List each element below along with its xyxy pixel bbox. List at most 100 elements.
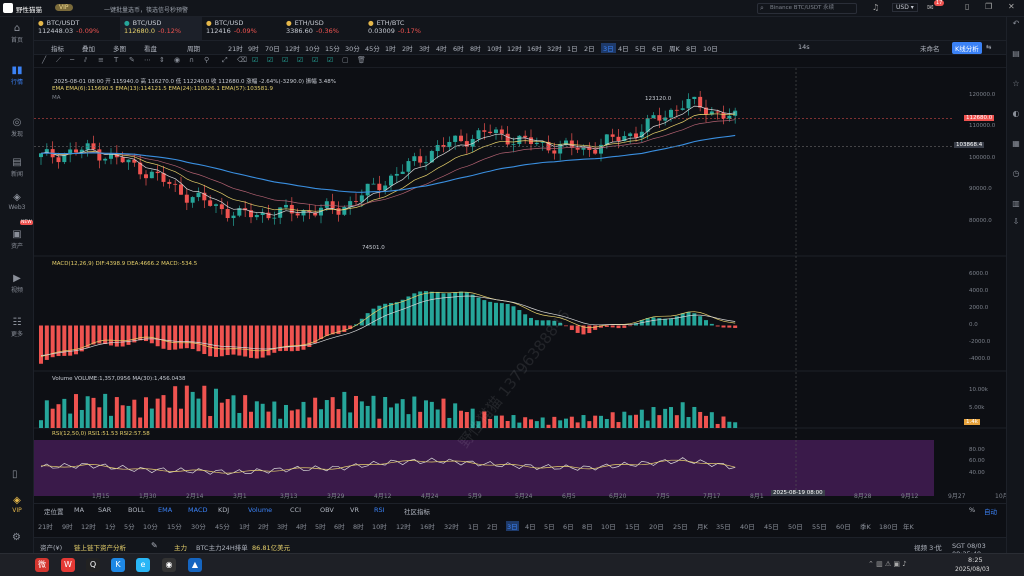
mail-icon[interactable]: ✉ [927,3,934,12]
calendar-icon[interactable]: ▦ [1012,139,1020,148]
camera-icon[interactable]: ◉ [162,558,176,572]
timeframe-15[interactable]: 3时 [419,45,430,53]
auto-toggle[interactable]: 自动 [984,508,997,516]
timeframe-6[interactable]: 9时 [248,45,259,53]
timeframe-29[interactable]: 周K [669,45,680,53]
bottom-timeframe-31[interactable]: 月K [697,523,708,531]
toolbar-item-3[interactable]: 看盘 [144,45,157,53]
bottom-timeframe-7[interactable]: 30分 [191,523,206,531]
bottom-timeframe-24[interactable]: 5日 [544,523,555,531]
bottom-timeframe-17[interactable]: 12时 [396,523,411,531]
indicator-0[interactable]: 定位置 [44,508,64,516]
bottom-timeframe-3[interactable]: 1分 [105,523,116,531]
favorite-tool-icon[interactable]: ☑ [312,56,319,64]
currency-select[interactable]: USD ▾ [892,3,918,12]
assets-analysis-link[interactable]: 链上链下资产分析 [74,544,126,552]
timeframe-20[interactable]: 12时 [507,45,522,53]
tab-4[interactable]: ● ETH/BTC 0.03009 -0.17% [364,17,446,41]
timeframe-5[interactable]: 21时 [228,45,243,53]
indicator-3[interactable]: BOLL [128,506,145,514]
bell-icon[interactable]: ♫ [872,3,880,12]
app-k-icon[interactable]: K [111,558,125,572]
sidebar-item-home[interactable]: ⌂ 首页 [0,23,34,44]
window-restore-icon[interactable]: ❐ [985,2,993,11]
bottom-timeframe-33[interactable]: 40日 [740,523,755,531]
bottom-timeframe-28[interactable]: 15日 [625,523,640,531]
sidebar-vip[interactable]: ◈ VIP [0,495,34,514]
bottom-timeframe-15[interactable]: 8时 [353,523,364,531]
phone-icon[interactable]: ▯ [12,469,18,480]
toolbar-item-1[interactable]: 叠加 [82,45,95,53]
magnet-tool-icon[interactable]: ∩ [189,56,195,64]
timeframe-28[interactable]: 6日 [652,45,663,53]
indicator-4[interactable]: EMA [158,506,173,514]
kline-analysis-button[interactable]: K线分析 [952,42,982,54]
bottom-timeframe-34[interactable]: 45日 [764,523,779,531]
bottom-timeframe-32[interactable]: 35日 [716,523,731,531]
bottom-timeframe-26[interactable]: 8日 [582,523,593,531]
timeframe-24[interactable]: 2日 [584,45,595,53]
bottom-timeframe-9[interactable]: 1时 [239,523,250,531]
sidebar-item-discover[interactable]: ◎ 发现 [0,117,34,138]
delete-tool-icon[interactable]: 🗑 [357,56,366,64]
bottom-timeframe-21[interactable]: 2日 [487,523,498,531]
bottom-timeframe-0[interactable]: 21时 [38,523,53,531]
indicator-8[interactable]: CCI [290,506,301,514]
order-icon[interactable]: ▥ [1012,199,1020,208]
ruler-tool-icon[interactable]: ⚲ [204,56,210,64]
bottom-timeframe-1[interactable]: 9时 [62,523,73,531]
layout-icon[interactable]: ⇆ [986,43,992,51]
wps-icon[interactable]: W [61,558,75,572]
trading-app-icon[interactable]: ▲ [188,558,202,572]
timeframe-16[interactable]: 4时 [436,45,447,53]
tab-3[interactable]: ● ETH/USD 3386.60 -0.36% [282,17,364,41]
fib-fan-icon[interactable]: ⋯ [144,56,151,64]
timeframe-19[interactable]: 10时 [487,45,502,53]
fullscreen-tool-icon[interactable]: ⤢ [222,56,228,64]
indicator-10[interactable]: VR [350,506,359,514]
alert-icon[interactable]: ◐ [1012,109,1020,118]
bottom-timeframe-20[interactable]: 1日 [468,523,479,531]
bottom-timeframe-6[interactable]: 15分 [167,523,182,531]
layout-tool-icon[interactable]: ▢ [342,56,349,64]
bottom-timeframe-10[interactable]: 2时 [258,523,269,531]
ticker-text[interactable]: 一键批量选币，筷选信号秒预警 [104,7,189,14]
timeframe-17[interactable]: 6时 [453,45,464,53]
bottom-timeframe-2[interactable]: 12时 [81,523,96,531]
timeframe-30[interactable]: 8日 [686,45,697,53]
timeframe-26[interactable]: 4日 [618,45,629,53]
toolbar-item-4[interactable]: 周期 [187,45,200,53]
timeframe-25[interactable]: 3日 [601,43,616,53]
timeframe-10[interactable]: 15分 [325,45,340,53]
search-input[interactable]: ⌕ Binance BTC/USDT 永续 [757,3,857,14]
weibo-icon[interactable]: 微 [35,558,49,572]
bottom-timeframe-36[interactable]: 55日 [812,523,827,531]
star-icon[interactable]: ☆ [1012,79,1020,88]
bottom-timeframe-18[interactable]: 16时 [420,523,435,531]
check-tool-icon[interactable]: ☑ [252,56,259,64]
settings-icon[interactable]: ⚙ [12,532,21,543]
indicator-6[interactable]: KDJ [218,506,230,514]
text-tool-icon[interactable]: T [114,56,119,64]
indicator-2[interactable]: SAR [98,506,112,514]
alarm-tool-icon[interactable]: ☑ [327,56,334,64]
timeframe-22[interactable]: 32时 [547,45,562,53]
settings-tool-icon[interactable]: ☑ [297,56,304,64]
bottom-timeframe-13[interactable]: 5时 [315,523,326,531]
timeframe-18[interactable]: 8时 [470,45,481,53]
sidebar-item-market[interactable]: ▮▮ 行情 [0,65,34,86]
bottom-timeframe-38[interactable]: 季K [860,523,871,531]
bottom-timeframe-23[interactable]: 4日 [525,523,536,531]
indicator-1[interactable]: MA [74,506,85,514]
bottom-timeframe-11[interactable]: 3时 [277,523,288,531]
timeframe-9[interactable]: 10分 [305,45,320,53]
timeframe-14[interactable]: 2时 [402,45,413,53]
timeframe-21[interactable]: 16时 [527,45,542,53]
sidebar-item-video[interactable]: ▶ 视频 [0,273,34,294]
bottom-timeframe-25[interactable]: 6日 [563,523,574,531]
bottom-timeframe-14[interactable]: 6时 [334,523,345,531]
eraser-tool-icon[interactable]: ⌫ [237,56,247,64]
timeframe-11[interactable]: 30分 [345,45,360,53]
bottom-timeframe-39[interactable]: 180日 [879,523,898,531]
timeframe-23[interactable]: 1日 [567,45,578,53]
